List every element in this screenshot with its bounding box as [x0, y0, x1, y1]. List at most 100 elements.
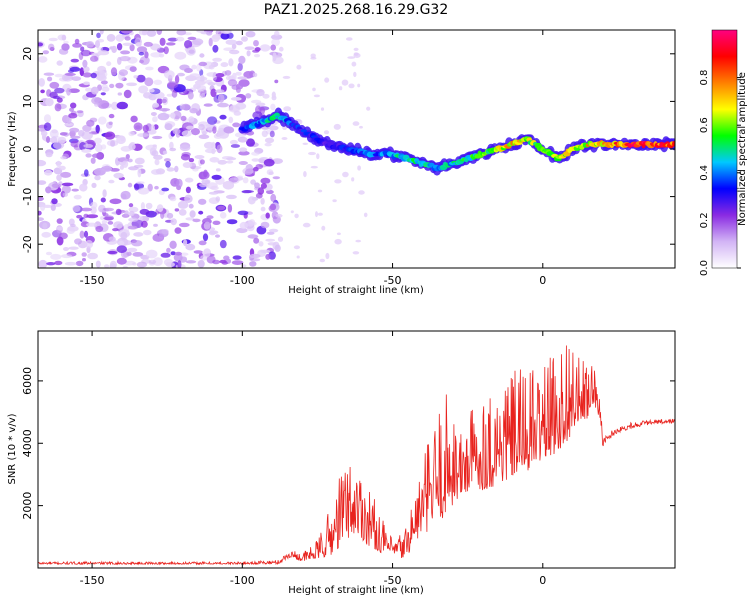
- noise-cell: [254, 47, 261, 52]
- noise-cell: [54, 73, 64, 78]
- noise-cell: [342, 171, 349, 178]
- noise-cell: [58, 165, 66, 171]
- noise-cell: [91, 96, 103, 105]
- noise-cell: [121, 160, 129, 168]
- noise-cell: [59, 132, 68, 136]
- noise-cell: [253, 40, 259, 47]
- noise-cell: [253, 54, 261, 58]
- noise-cell: [45, 186, 52, 194]
- x-tick-label: -150: [80, 274, 105, 287]
- noise-cell: [169, 147, 177, 152]
- noise-cell: [124, 36, 131, 41]
- noise-cell: [90, 157, 96, 164]
- noise-cell: [189, 73, 201, 79]
- noise-cell: [120, 30, 133, 34]
- noise-cell: [255, 102, 266, 107]
- noise-cell: [317, 189, 323, 193]
- noise-cell: [174, 75, 180, 84]
- noise-cell: [209, 230, 219, 235]
- noise-cell: [260, 177, 271, 185]
- noise-cell: [316, 153, 320, 160]
- noise-cell: [111, 101, 119, 110]
- noise-cell: [264, 137, 275, 144]
- heatmap-y-axis-label: Frequency (Hz): [7, 111, 18, 187]
- noise-cell: [120, 231, 128, 241]
- noise-cell: [83, 230, 89, 238]
- noise-cell: [49, 91, 58, 99]
- noise-cell: [247, 234, 259, 239]
- noise-cell: [212, 72, 218, 81]
- noise-cell: [82, 124, 92, 132]
- noise-cell: [38, 210, 42, 216]
- noise-cell: [136, 74, 146, 83]
- noise-cell: [116, 135, 126, 145]
- noise-cell: [202, 251, 211, 258]
- noise-cell: [199, 53, 205, 58]
- noise-cell: [150, 43, 161, 51]
- noise-cell: [325, 252, 330, 260]
- noise-cell: [212, 33, 223, 40]
- colorbar-strip: [711, 29, 738, 269]
- noise-cell: [250, 179, 256, 185]
- noise-cell: [359, 125, 363, 129]
- noise-cell: [184, 194, 193, 203]
- noise-cell: [269, 203, 277, 211]
- noise-cell: [70, 135, 81, 139]
- noise-cell: [165, 261, 175, 268]
- noise-cell: [61, 34, 67, 41]
- noise-cell: [229, 139, 238, 145]
- noise-cell: [179, 144, 191, 152]
- noise-cell: [238, 55, 246, 64]
- noise-cell: [177, 72, 185, 77]
- noise-cell: [198, 198, 207, 205]
- noise-cell: [208, 191, 219, 195]
- noise-cell: [101, 144, 107, 150]
- noise-cell: [334, 179, 342, 184]
- noise-cell: [319, 258, 325, 263]
- noise-cell: [282, 125, 287, 130]
- noise-cell: [264, 142, 272, 147]
- noise-cell: [180, 153, 191, 161]
- noise-cell: [196, 85, 207, 91]
- noise-cell: [348, 83, 355, 89]
- noise-cell: [140, 202, 145, 210]
- noise-cell: [184, 68, 193, 73]
- noise-cell: [128, 203, 134, 208]
- noise-cell: [207, 116, 218, 125]
- y-tick-label: 6000: [21, 367, 34, 395]
- noise-cell: [63, 40, 69, 44]
- noise-cell: [152, 116, 158, 123]
- noise-cell: [198, 240, 207, 246]
- noise-cell: [86, 222, 98, 227]
- noise-cell: [81, 131, 93, 140]
- noise-cell: [228, 58, 234, 67]
- noise-cell: [152, 102, 160, 108]
- noise-cell: [136, 261, 147, 268]
- noise-cell: [96, 47, 103, 51]
- noise-cell: [104, 131, 116, 140]
- noise-cell: [108, 236, 116, 242]
- x-tick-label: -50: [384, 574, 402, 587]
- noise-cell: [253, 237, 260, 244]
- noise-cell: [162, 150, 168, 155]
- y-tick-label: 20: [21, 47, 34, 61]
- noise-cell: [256, 89, 265, 97]
- noise-cell: [227, 79, 238, 87]
- noise-cell: [156, 204, 164, 213]
- snr-frame: [37, 330, 676, 569]
- noise-cell: [250, 99, 262, 104]
- noise-cell: [211, 174, 222, 180]
- noise-cell: [141, 30, 148, 36]
- noise-cell: [45, 98, 54, 107]
- y-tick-label: -20: [21, 235, 34, 253]
- noise-cell: [46, 136, 50, 143]
- noise-cell: [49, 129, 59, 139]
- noise-cell: [161, 229, 169, 235]
- noise-cell: [188, 203, 194, 209]
- noise-cell: [197, 260, 205, 268]
- noise-cell: [145, 66, 154, 71]
- noise-cell: [346, 37, 353, 41]
- noise-cell: [117, 56, 122, 65]
- noise-cell: [71, 188, 79, 192]
- noise-cell: [96, 32, 101, 39]
